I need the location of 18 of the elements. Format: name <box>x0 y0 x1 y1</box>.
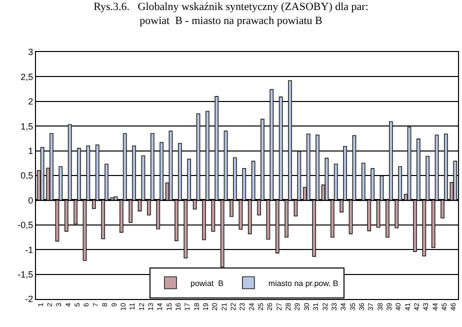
legend-label: powiat B <box>190 278 224 288</box>
bar <box>50 133 54 201</box>
y-tick-label: -1,5 <box>18 269 34 280</box>
y-tick-label: 1,5 <box>20 121 34 132</box>
y-tick-label: 2 <box>28 96 34 107</box>
legend-label: miasto na pr.pow. B <box>268 278 338 288</box>
y-tick-label: -1 <box>25 244 34 255</box>
bar <box>407 126 412 201</box>
y-tick-label: 1 <box>28 146 34 156</box>
y-tick-label: 3 <box>28 47 34 58</box>
chart-title: Rys.3.6. Globalny wskaźnik syntetyczny (ZASOBY) dla par: powiat B - miasto na prawach powiatu B <box>94 0 368 28</box>
y-tick-label: 0 <box>28 195 34 206</box>
y-tick-label: -0,5 <box>18 220 34 230</box>
y-tick-label: 0,5 <box>20 170 34 181</box>
bar <box>453 160 458 201</box>
bar <box>168 130 173 201</box>
y-tick-label: -2 <box>25 294 34 304</box>
y-tick-label: 2,5 <box>20 72 34 82</box>
